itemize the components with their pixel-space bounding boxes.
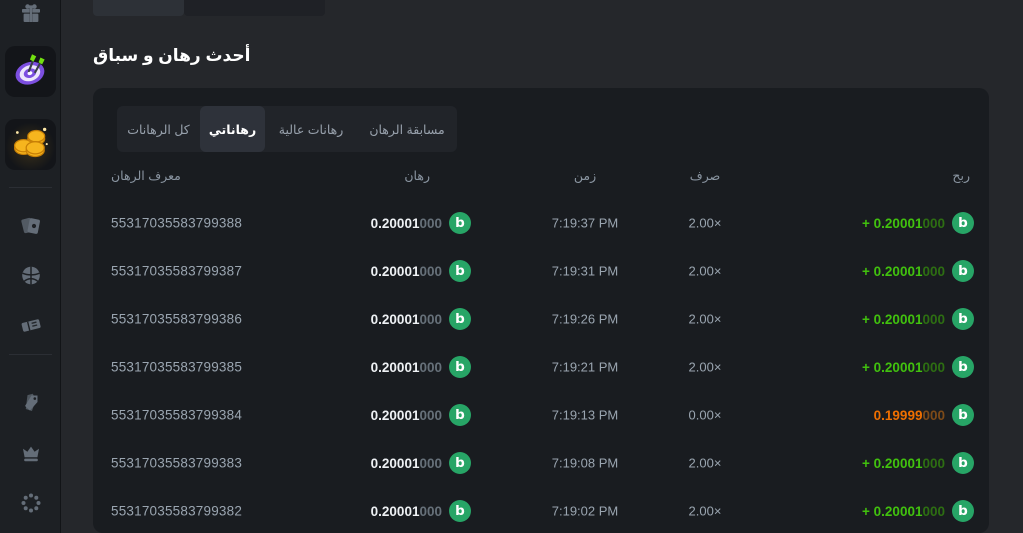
- coin-icon: b: [952, 404, 974, 426]
- latest-bets-card: كل الرهانات رهاناتي رهانات عالية مسابقة الر…: [93, 88, 989, 533]
- coin-icon: b: [449, 452, 471, 474]
- bets-table-body: 55317035583799388 0.20001000 b 7:19:37 PM 2.…: [93, 199, 989, 533]
- bet-payout-multiplier: 0.00×: [688, 407, 722, 423]
- bet-payout-multiplier: 2.00×: [688, 263, 722, 279]
- sidebar-item-tags[interactable]: [0, 391, 61, 420]
- bet-time: 7:19:08 PM: [551, 455, 619, 471]
- gift-icon: [19, 1, 43, 30]
- bet-time: 7:19:21 PM: [551, 359, 619, 375]
- top-segmented-button[interactable]: [184, 0, 325, 16]
- sidebar-item-bonus-ring[interactable]: [0, 491, 61, 520]
- col-header-time: زمن: [573, 169, 597, 183]
- bonus-ring-icon: [19, 491, 43, 520]
- bet-profit: + 0.20001000 b: [862, 452, 974, 474]
- table-row[interactable]: 55317035583799387 0.20001000 b 7:19:31 PM 2.…: [93, 247, 989, 295]
- coin-icon: b: [952, 452, 974, 474]
- bet-time: 7:19:26 PM: [551, 311, 619, 327]
- bet-profit: + 0.20001000 b: [862, 212, 974, 234]
- bet-id: 55317035583799387: [111, 263, 243, 279]
- sidebar-item-bet-slip[interactable]: [0, 313, 61, 342]
- table-row[interactable]: 55317035583799388 0.20001000 b 7:19:37 PM 2.…: [93, 199, 989, 247]
- bet-id: 55317035583799386: [111, 311, 243, 327]
- bet-id: 55317035583799382: [111, 503, 243, 519]
- tab-2[interactable]: رهانات عالية: [278, 122, 344, 137]
- bet-amount: 0.20001000 b: [371, 404, 471, 426]
- bet-time: 7:19:37 PM: [551, 215, 619, 231]
- tab-1-active[interactable]: رهاناتي: [200, 106, 265, 152]
- bet-payout-multiplier: 2.00×: [688, 311, 722, 327]
- table-row[interactable]: 55317035583799385 0.20001000 b 7:19:21 PM 2.…: [93, 343, 989, 391]
- bet-amount: 0.20001000 b: [371, 308, 471, 330]
- sidebar-divider: [9, 187, 52, 188]
- sidebar: [0, 0, 61, 533]
- gold-coins-icon: [10, 121, 52, 168]
- bet-id: 55317035583799385: [111, 359, 243, 375]
- bet-profit: + 0.20001000 b: [862, 500, 974, 522]
- bet-payout-multiplier: 2.00×: [688, 215, 722, 231]
- coin-icon: b: [952, 308, 974, 330]
- bet-amount: 0.20001000 b: [371, 452, 471, 474]
- bet-amount: 0.20001000 b: [371, 500, 471, 522]
- table-row[interactable]: 55317035583799384 0.20001000 b 7:19:13 PM 0.…: [93, 391, 989, 439]
- bet-slip-icon: [19, 313, 43, 342]
- bet-amount: 0.20001000 b: [371, 356, 471, 378]
- bet-profit: 0.19999000 b: [874, 404, 974, 426]
- coin-icon: b: [952, 500, 974, 522]
- bet-time: 7:19:02 PM: [551, 503, 619, 519]
- basketball-icon: [19, 263, 43, 292]
- tab-3[interactable]: مسابقة الرهان: [369, 122, 445, 137]
- tags-icon: [19, 391, 43, 420]
- col-header-bet-id: معرف الرهان: [111, 169, 181, 183]
- bet-profit: + 0.20001000 b: [862, 308, 974, 330]
- sidebar-item-playing-cards[interactable]: [0, 214, 61, 243]
- playing-cards-icon: [19, 214, 43, 243]
- table-row[interactable]: 55317035583799383 0.20001000 b 7:19:08 PM 2.…: [93, 439, 989, 487]
- coin-icon: b: [952, 356, 974, 378]
- dart-target-icon: [10, 48, 52, 95]
- top-segmented-button-active[interactable]: [93, 0, 184, 16]
- bet-payout-multiplier: 2.00×: [688, 503, 722, 519]
- table-row[interactable]: 55317035583799386 0.20001000 b 7:19:26 PM 2.…: [93, 295, 989, 343]
- coin-icon: b: [952, 212, 974, 234]
- coin-icon: b: [449, 356, 471, 378]
- bet-payout-multiplier: 2.00×: [688, 455, 722, 471]
- sidebar-item-basketball[interactable]: [0, 263, 61, 292]
- bet-id: 55317035583799388: [111, 215, 243, 231]
- bet-amount: 0.20001000 b: [371, 212, 471, 234]
- bet-profit: + 0.20001000 b: [862, 356, 974, 378]
- tab-0[interactable]: كل الرهانات: [127, 122, 190, 137]
- coin-icon: b: [449, 404, 471, 426]
- sidebar-item-gold-coins[interactable]: [5, 119, 56, 170]
- col-header-profit: ربح: [952, 169, 970, 183]
- coin-icon: b: [449, 500, 471, 522]
- bet-time: 7:19:31 PM: [551, 263, 619, 279]
- bet-amount: 0.20001000 b: [371, 260, 471, 282]
- page-title: أحدث رهان و سباق: [93, 46, 251, 65]
- sidebar-item-dart-target[interactable]: [5, 46, 56, 97]
- bet-time: 7:19:13 PM: [551, 407, 619, 423]
- bet-payout-multiplier: 2.00×: [688, 359, 722, 375]
- col-header-payout: صرف: [689, 169, 721, 183]
- sidebar-item-crown[interactable]: [0, 441, 61, 470]
- bet-id: 55317035583799383: [111, 455, 243, 471]
- bet-id: 55317035583799384: [111, 407, 243, 423]
- coin-icon: b: [449, 212, 471, 234]
- crown-icon: [19, 441, 43, 470]
- bet-profit: + 0.20001000 b: [862, 260, 974, 282]
- col-header-bet: رهان: [404, 169, 430, 183]
- coin-icon: b: [952, 260, 974, 282]
- sidebar-item-gift[interactable]: [0, 1, 61, 30]
- table-row[interactable]: 55317035583799382 0.20001000 b 7:19:02 PM 2.…: [93, 487, 989, 533]
- bet-tabs: كل الرهانات رهاناتي رهانات عالية مسابقة الر…: [117, 106, 457, 152]
- coin-icon: b: [449, 260, 471, 282]
- coin-icon: b: [449, 308, 471, 330]
- sidebar-divider: [9, 354, 52, 355]
